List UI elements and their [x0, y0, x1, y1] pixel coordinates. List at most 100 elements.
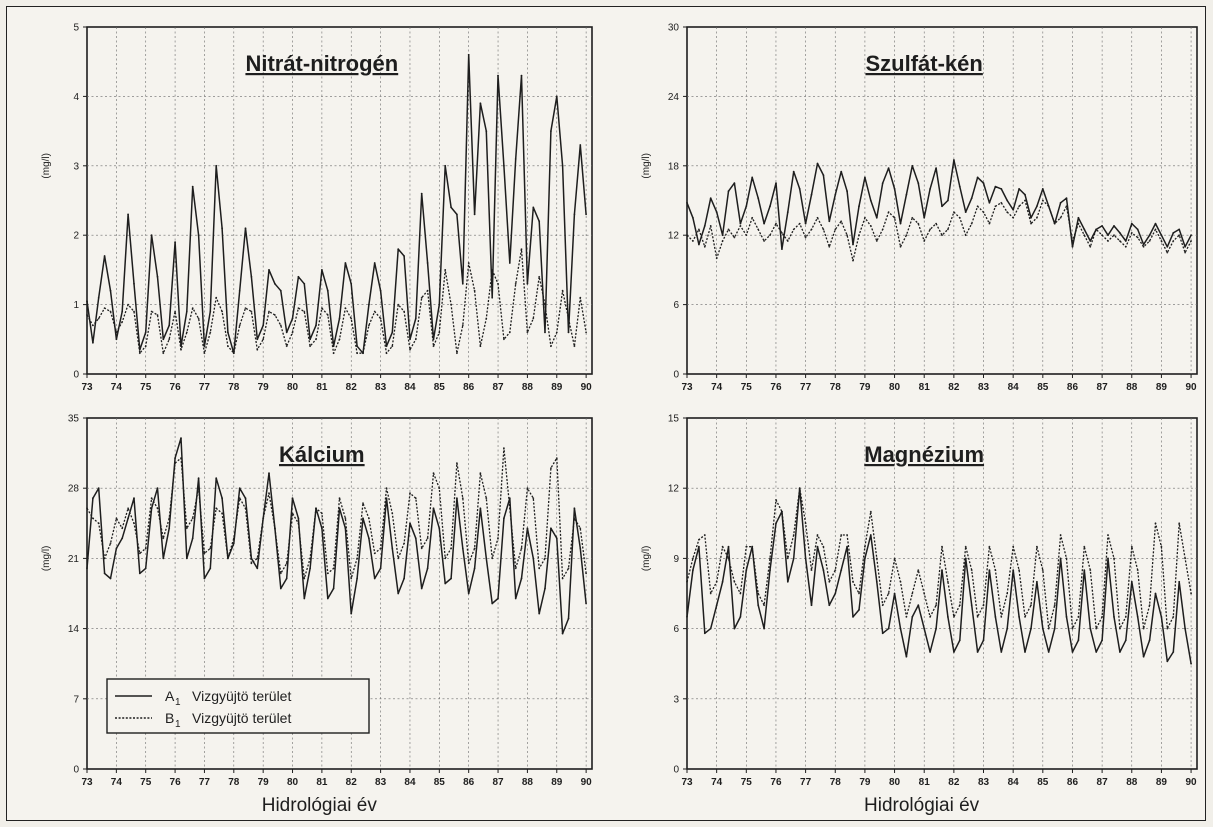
sulfate-chart: 73 74 75 76 77 78 79 80 81 82 83 84 85 86 87 88 89 90 0 6 12…	[641, 23, 1198, 393]
nitrate-series-b1-point	[256, 348, 259, 351]
nitrate-series-a1-point	[520, 74, 523, 77]
calcium-series-a1-point	[232, 542, 235, 545]
sulfate-series-b1-point	[763, 240, 765, 242]
calcium-series-a1-point	[444, 582, 447, 585]
calcium-series-b1-point	[508, 507, 511, 510]
nitrate-series-a1-point	[579, 144, 582, 146]
sulfate-ytick-label: 12	[668, 231, 680, 242]
calcium-series-a1-point	[456, 497, 458, 500]
nitrate-series-a1-point	[250, 275, 253, 278]
magnesium-series-b1-point	[988, 545, 991, 548]
magnesium-series-b1-point	[798, 487, 801, 490]
nitrate-series-a1-point	[303, 282, 306, 285]
calcium-series-b1-point	[585, 572, 587, 575]
magnesium-ytick-label: 6	[673, 624, 679, 635]
calcium-series-b1-point	[133, 522, 135, 525]
magnesium-series-a1-point	[810, 604, 813, 607]
calcium-series-a1-point	[514, 597, 517, 600]
calcium-series-b1-point	[279, 572, 282, 575]
nitrate-series-b1-point	[291, 331, 294, 334]
calcium-series-b1-point	[138, 552, 141, 555]
sulfate-series-a1-point	[1059, 201, 1062, 204]
magnesium-xtick-label: 90	[1186, 777, 1198, 788]
nitrate-series-a1-point	[379, 289, 382, 292]
calcium-series-a1-point	[550, 527, 552, 530]
magnesium-series-a1-point	[976, 651, 979, 653]
magnesium-series-b1-point	[828, 580, 831, 583]
legend-label: Vizgyüjtö terület	[192, 688, 291, 704]
magnesium-series-a1-point	[1095, 651, 1098, 653]
nitrate-series-a1-point	[244, 227, 247, 230]
magnesium-series-b1-point	[982, 604, 985, 607]
calcium-series-b1-point	[368, 517, 370, 520]
calcium-series-b1-point	[103, 557, 106, 560]
sulfate-series-a1-point	[822, 174, 825, 177]
nitrate-series-b1-point	[368, 324, 370, 327]
calcium-series-b1-point	[379, 547, 382, 550]
nitrate-xtick-label: 78	[228, 382, 240, 393]
calcium-series-a1-point	[127, 517, 129, 520]
nitrate-series-a1-point	[92, 341, 94, 344]
calcium-xtick-label: 77	[199, 777, 211, 788]
nitrate-series-b1-point	[174, 310, 177, 313]
magnesium-series-b1-point	[1154, 522, 1157, 525]
sulfate-ytick-label: 6	[673, 300, 679, 311]
nitrate-series-a1-point	[86, 300, 88, 302]
sulfate-xtick-label: 90	[1186, 382, 1198, 393]
sulfate-series-a1-point	[686, 201, 688, 204]
nitrate-series-b1-point	[262, 338, 265, 341]
magnesium-series-a1-point	[1000, 651, 1003, 653]
calcium-series-b1-point	[221, 512, 224, 515]
sulfate-series-b1-point	[1077, 222, 1080, 225]
magnesium-series-b1-line	[686, 487, 1192, 630]
magnesium-series-b1-point	[1053, 604, 1056, 607]
calcium-xtick-label: 80	[287, 777, 299, 788]
calcium-series-a1-point	[285, 577, 288, 580]
nitrate-series-a1-point	[532, 206, 535, 209]
calcium-series-a1-point	[356, 577, 358, 580]
sulfate-series-a1-point	[1148, 234, 1151, 237]
sulfate-series-b1-point	[757, 228, 760, 231]
sulfate-series-b1-point	[1154, 228, 1157, 231]
sulfate-series-a1-point	[1024, 193, 1026, 196]
sulfate-series-a1-point	[834, 193, 837, 196]
sulfate-series-a1-point	[715, 211, 718, 214]
magnesium-series-b1-point	[864, 545, 866, 548]
sulfate-xtick-label: 74	[711, 382, 723, 393]
nitrate-xtick-label: 87	[492, 382, 504, 393]
magnesium-series-b1-point	[721, 545, 724, 548]
magnesium-xlabel: Hidrológiai év	[864, 795, 980, 816]
calcium-series-b1-point	[526, 487, 529, 490]
sulfate-series-b1-point	[1101, 234, 1103, 237]
sulfate-series-b1-point	[703, 245, 706, 248]
calcium-series-b1-point	[291, 512, 294, 515]
sulfate-series-b1-point	[781, 232, 783, 234]
nitrate-series-b1-point	[115, 331, 118, 334]
calcium-series-a1-point	[479, 507, 482, 510]
sulfate-series-a1-point	[810, 193, 813, 196]
calcium-series-b1-point	[567, 567, 570, 570]
magnesium-series-a1-point	[905, 655, 908, 658]
magnesium-series-a1-point	[709, 627, 712, 630]
sulfate-series-b1-point	[875, 240, 878, 242]
sulfate-series-a1-point	[757, 197, 760, 200]
magnesium-series-a1-point	[1113, 616, 1115, 618]
calcium-xtick-label: 73	[81, 777, 93, 788]
calcium-series-b1-point	[456, 462, 458, 464]
calcium-series-b1-point	[197, 487, 200, 490]
calcium-series-a1-point	[526, 527, 529, 530]
magnesium-series-b1-point	[739, 592, 742, 595]
sulfate-series-a1-point	[1006, 199, 1009, 202]
calcium-series-b1-point	[262, 517, 265, 520]
sulfate-xtick-label: 77	[800, 382, 812, 393]
calcium-series-b1-point	[332, 567, 335, 570]
calcium-series-a1-point	[555, 537, 558, 540]
magnesium-series-b1-point	[1113, 557, 1115, 560]
magnesium-series-b1-point	[686, 580, 688, 583]
calcium-series-b1-point	[127, 507, 129, 510]
nitrate-series-b1-point	[555, 331, 558, 334]
sulfate-series-b1-point	[1036, 216, 1038, 219]
sulfate-ytick-label: 30	[668, 23, 680, 34]
nitrate-series-b1-point	[414, 338, 417, 341]
nitrate-xtick-label: 81	[316, 382, 328, 393]
